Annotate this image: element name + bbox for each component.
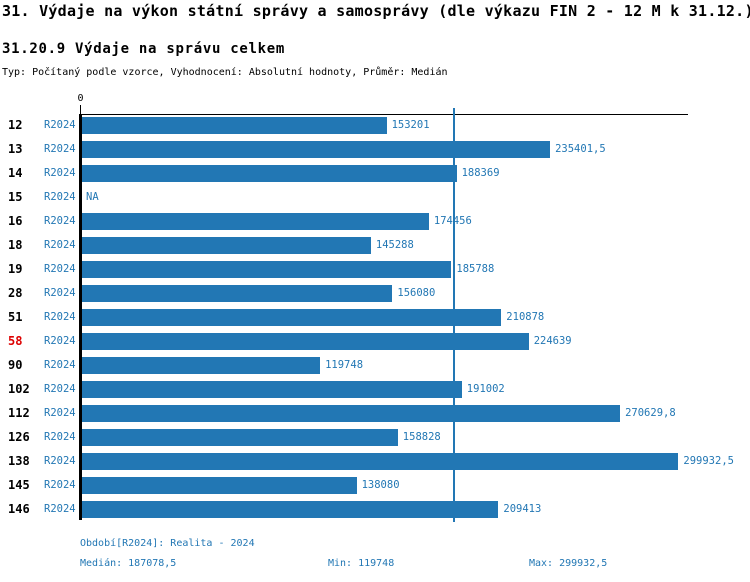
value-bar	[82, 333, 529, 350]
chart-row: 90 R2024 119748	[0, 357, 750, 374]
row-category-label: 13	[8, 142, 23, 156]
row-series-label: R2024	[44, 191, 76, 203]
chart-row: 138 R2024 299932,5	[0, 453, 750, 470]
bar-value-label: 188369	[461, 167, 500, 179]
bar-value-label: 235401,5	[555, 143, 606, 155]
chart-row: 15 R2024 NA	[0, 189, 750, 206]
bar-value-label: 156080	[397, 287, 436, 299]
value-bar	[82, 477, 357, 494]
y-axis-line	[79, 114, 82, 520]
chart-row: 146 R2024 209413	[0, 501, 750, 518]
row-category-label: 146	[8, 502, 30, 516]
bar-value-label: 209413	[503, 503, 542, 515]
chart-row: 102 R2024 191002	[0, 381, 750, 398]
footer-median-stat: Medián: 187078,5	[80, 558, 177, 569]
value-bar	[82, 285, 393, 302]
value-bar	[82, 405, 621, 422]
na-label: NA	[86, 191, 99, 203]
row-category-label: 19	[8, 262, 23, 276]
value-bar	[82, 261, 452, 278]
row-series-label: R2024	[44, 287, 76, 299]
row-series-label: R2024	[44, 239, 76, 251]
row-series-label: R2024	[44, 455, 76, 467]
row-series-label: R2024	[44, 263, 76, 275]
row-category-label: 138	[8, 454, 30, 468]
chart-row: 19 R2024 185788	[0, 261, 750, 278]
bar-value-label: 174456	[433, 215, 472, 227]
row-series-label: R2024	[44, 311, 76, 323]
row-category-label: 112	[8, 406, 30, 420]
row-series-label: R2024	[44, 359, 76, 371]
bar-value-label: 145288	[375, 239, 414, 251]
bar-value-label: 185788	[456, 263, 495, 275]
row-series-label: R2024	[44, 215, 76, 227]
chart-row: 145 R2024 138080	[0, 477, 750, 494]
row-category-label: 58	[8, 334, 23, 348]
chart-row: 51 R2024 210878	[0, 309, 750, 326]
value-bar	[82, 309, 502, 326]
chart-row: 112 R2024 270629,8	[0, 405, 750, 422]
value-bar	[82, 165, 457, 182]
value-bar	[82, 453, 679, 470]
bar-value-label: 158828	[402, 431, 441, 443]
axis-tick	[80, 105, 81, 114]
footer-period: Období[R2024]: Realita - 2024	[80, 538, 255, 549]
value-bar	[82, 213, 429, 230]
chart-row: 16 R2024 174456	[0, 213, 750, 230]
row-category-label: 28	[8, 286, 23, 300]
row-category-label: 90	[8, 358, 23, 372]
bar-value-label: 138080	[361, 479, 400, 491]
bar-value-label: 210878	[506, 311, 545, 323]
chart-row: 13 R2024 235401,5	[0, 141, 750, 158]
meta-line: Typ: Počítaný podle vzorce, Vyhodnocení:…	[2, 67, 448, 78]
row-category-label: 51	[8, 310, 23, 324]
value-bar	[82, 501, 499, 518]
row-category-label: 16	[8, 214, 23, 228]
row-category-label: 14	[8, 166, 23, 180]
row-category-label: 15	[8, 190, 23, 204]
section-title: 31.20.9 Výdaje na správu celkem	[2, 41, 285, 57]
chart-row: 14 R2024 188369	[0, 165, 750, 182]
axis-zero-label: 0	[77, 93, 84, 104]
row-category-label: 145	[8, 478, 30, 492]
row-category-label: 126	[8, 430, 30, 444]
bar-value-label: 119748	[325, 359, 364, 371]
value-bar	[82, 429, 398, 446]
bar-value-label: 224639	[533, 335, 572, 347]
row-series-label: R2024	[44, 431, 76, 443]
value-bar	[82, 141, 551, 158]
row-series-label: R2024	[44, 479, 76, 491]
footer-max-stat: Max: 299932,5	[529, 558, 608, 569]
bar-value-label: 299932,5	[683, 455, 734, 467]
row-series-label: R2024	[44, 407, 76, 419]
row-series-label: R2024	[44, 119, 76, 131]
bar-value-label: 270629,8	[625, 407, 676, 419]
chart-top-border	[79, 114, 688, 115]
row-series-label: R2024	[44, 383, 76, 395]
value-bar	[82, 357, 321, 374]
bar-value-label: 153201	[391, 119, 430, 131]
row-series-label: R2024	[44, 143, 76, 155]
row-series-label: R2024	[44, 503, 76, 515]
chart-row: 126 R2024 158828	[0, 429, 750, 446]
value-bar	[82, 237, 371, 254]
chart-row: 58 R2024 224639	[0, 333, 750, 350]
chart-row: 18 R2024 145288	[0, 237, 750, 254]
value-bar	[82, 381, 462, 398]
row-category-label: 12	[8, 118, 23, 132]
bar-value-label: 191002	[466, 383, 505, 395]
row-category-label: 18	[8, 238, 23, 252]
row-series-label: R2024	[44, 335, 76, 347]
row-category-label: 102	[8, 382, 30, 396]
chart-row: 12 R2024 153201	[0, 117, 750, 134]
footer-min-stat: Min: 119748	[328, 558, 395, 569]
row-series-label: R2024	[44, 167, 76, 179]
report-title: 31. Výdaje na výkon státní správy a samo…	[2, 2, 750, 20]
value-bar	[82, 117, 387, 134]
chart-row: 28 R2024 156080	[0, 285, 750, 302]
